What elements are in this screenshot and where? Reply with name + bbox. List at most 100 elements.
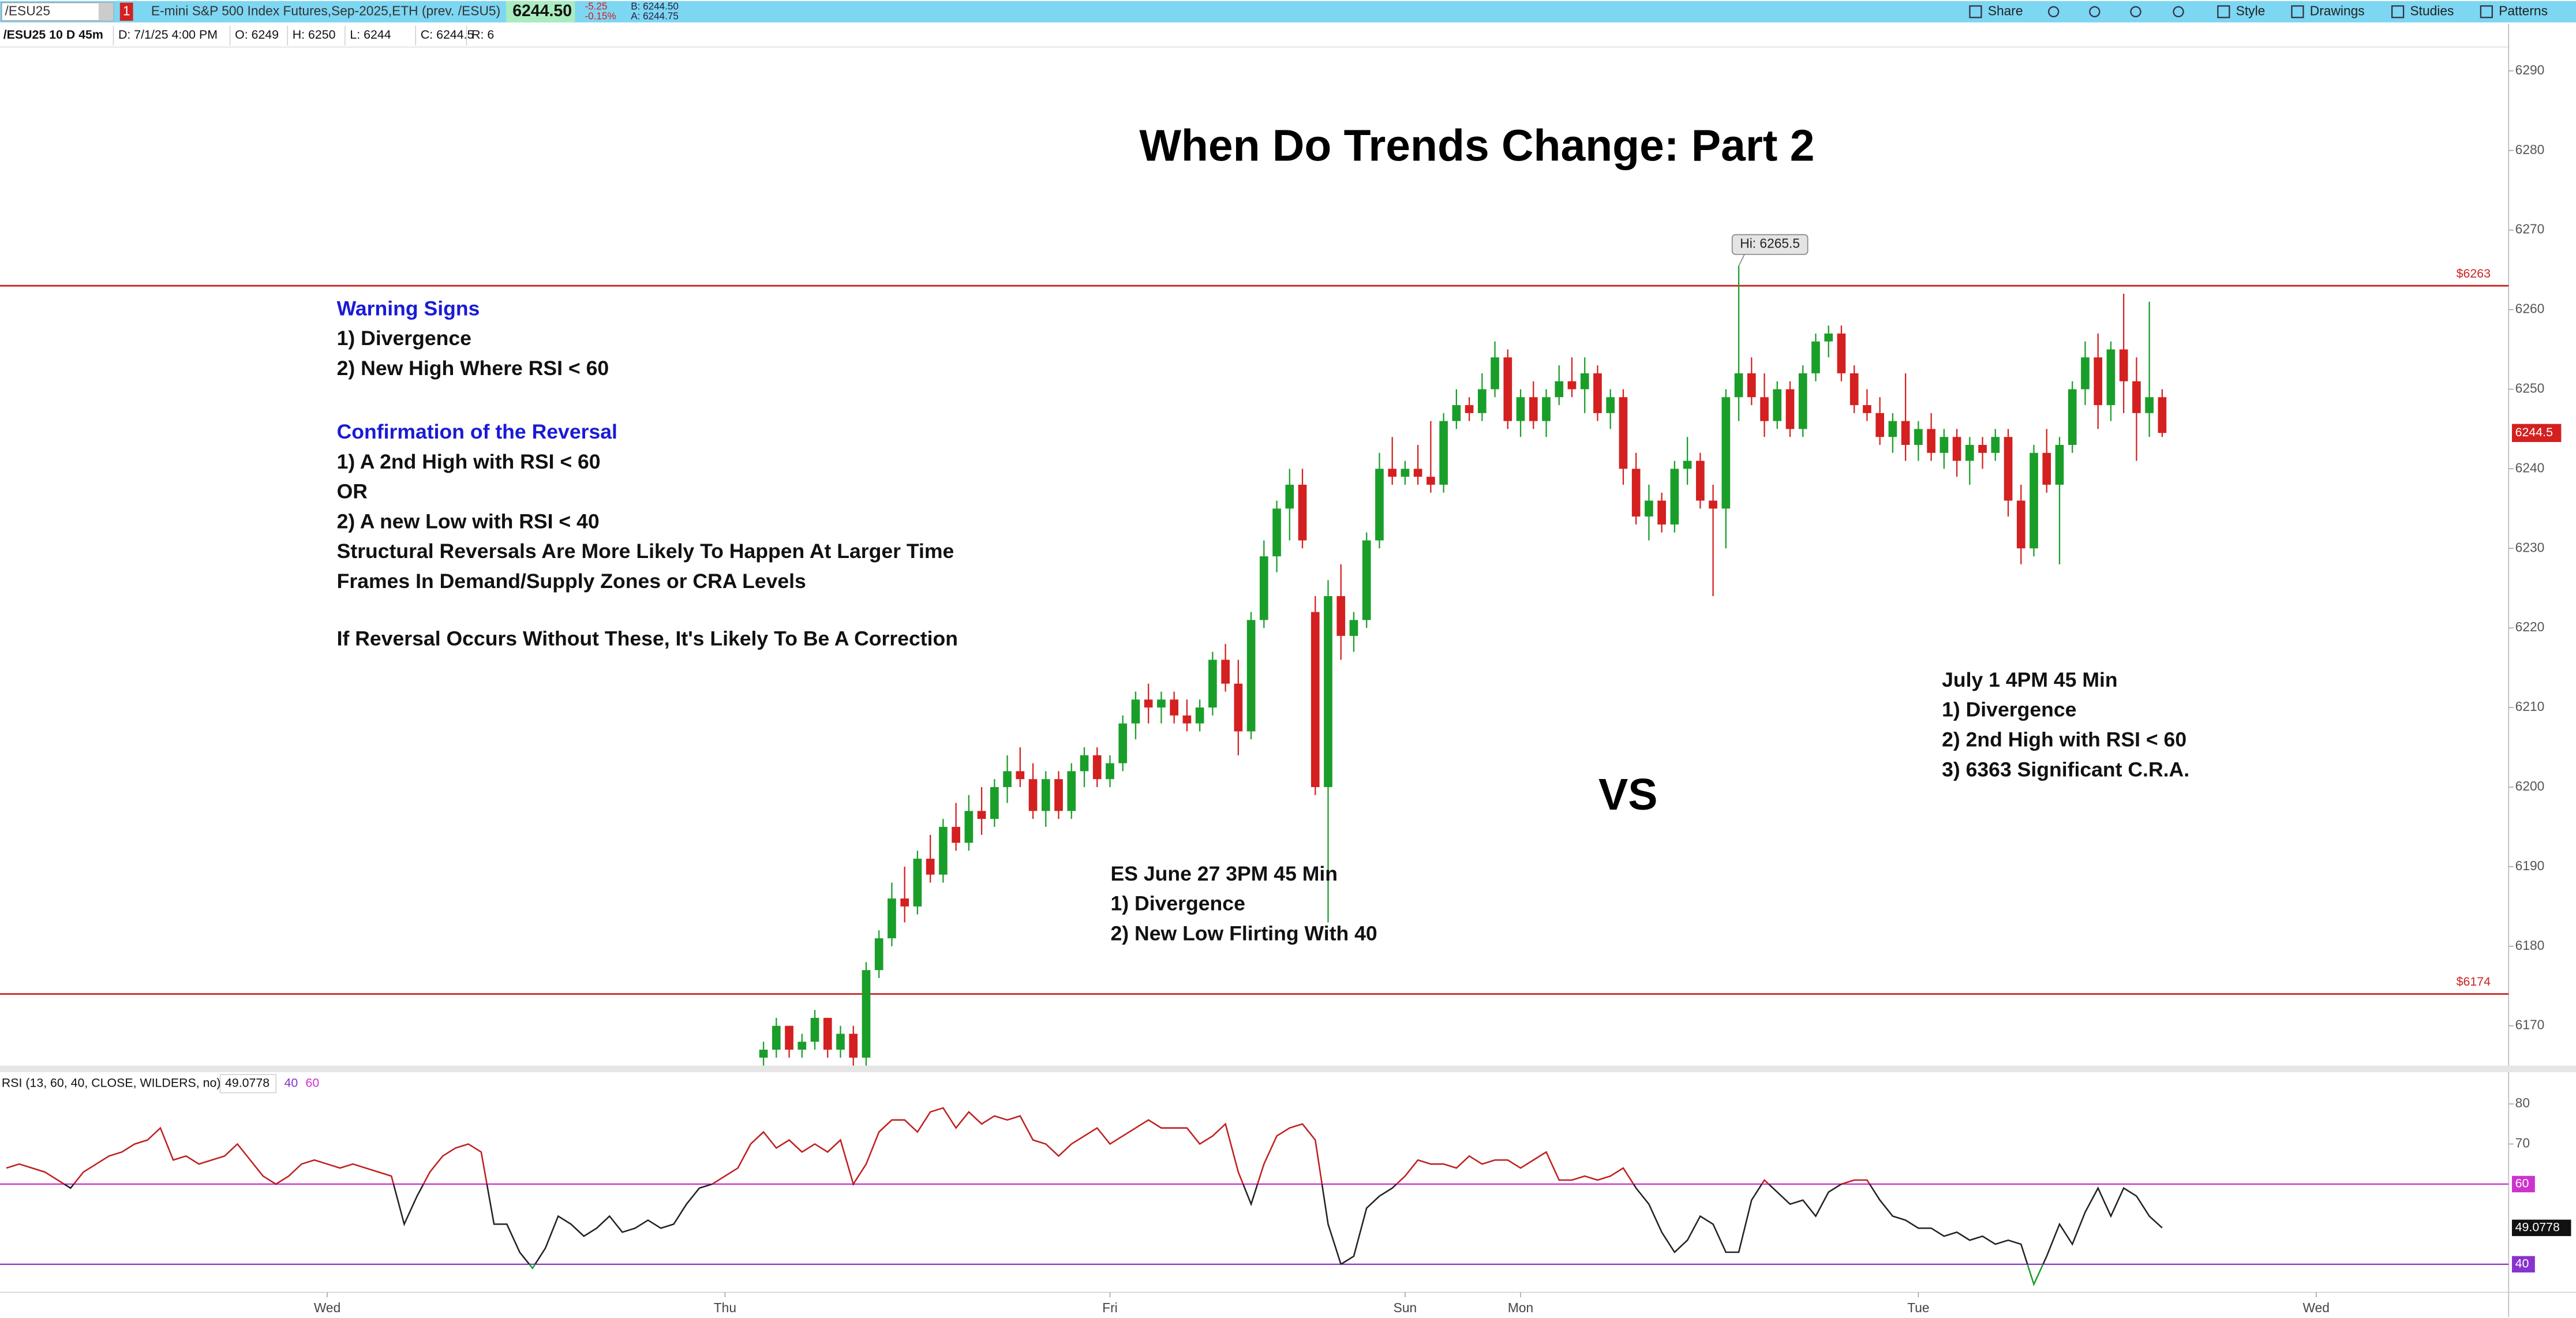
candle-body bbox=[1349, 620, 1358, 636]
toolbar-button[interactable]: Drawings bbox=[2310, 3, 2365, 18]
candle-body bbox=[2094, 357, 2103, 406]
last-price: 6244.50 bbox=[512, 2, 572, 20]
candle-body bbox=[2119, 349, 2128, 381]
candle-body bbox=[1375, 469, 1384, 541]
candle-body bbox=[862, 970, 871, 1058]
candle-body bbox=[1144, 699, 1153, 708]
candle-body bbox=[952, 826, 960, 843]
candle-body bbox=[1567, 381, 1577, 390]
candle-body bbox=[2004, 437, 2013, 501]
rsi-title: RSI (13, 60, 40, CLOSE, WILDERS, no) bbox=[2, 1076, 221, 1090]
ask: A: 6244.75 bbox=[631, 10, 679, 21]
candle-body bbox=[1914, 429, 1923, 445]
pane-separator[interactable] bbox=[0, 1065, 2576, 1073]
candle-body bbox=[1863, 405, 1871, 413]
candle-body bbox=[1092, 755, 1102, 780]
rsi-level-setting: 60 bbox=[306, 1076, 320, 1090]
candle-body bbox=[1106, 763, 1114, 780]
change: -5.25 bbox=[585, 1, 608, 12]
candle-body bbox=[1927, 429, 1935, 453]
toolbar-button[interactable]: Studies bbox=[2410, 3, 2454, 18]
x-tick-label: Sun bbox=[1394, 1300, 1417, 1315]
x-tick-label: Tue bbox=[1907, 1300, 1929, 1315]
description: E-mini S&P 500 Index Futures,Sep-2025,ET… bbox=[151, 3, 500, 18]
symbol-dropdown[interactable] bbox=[98, 2, 114, 21]
link-box[interactable] bbox=[119, 2, 133, 21]
candle-body bbox=[1388, 469, 1397, 477]
candle-body bbox=[874, 938, 883, 971]
candle-body bbox=[1439, 421, 1448, 485]
candle-body bbox=[913, 859, 922, 907]
y-tick-label: 6260 bbox=[2515, 301, 2545, 316]
annotation-line: 2) New Low Flirting With 40 bbox=[1111, 922, 1377, 945]
header-item: H: 6250 bbox=[293, 28, 336, 42]
annotation-line: OR bbox=[337, 480, 368, 503]
candle-body bbox=[1773, 389, 1782, 421]
candle-body bbox=[1631, 469, 1641, 517]
toolbar-button[interactable]: Share bbox=[1988, 3, 2023, 18]
candle-body bbox=[1426, 477, 1435, 485]
chart-title: When Do Trends Change: Part 2 bbox=[1139, 121, 1814, 170]
candle-body bbox=[772, 1025, 781, 1050]
y-tick-label: 6200 bbox=[2515, 778, 2545, 793]
rsi-level-label: 60 bbox=[2515, 1177, 2529, 1190]
candle-body bbox=[900, 898, 909, 907]
header-item: /ESU25 10 D 45m bbox=[3, 28, 103, 42]
toolbar-button[interactable]: Patterns bbox=[2499, 3, 2548, 18]
candle-body bbox=[2081, 357, 2090, 390]
candle-body bbox=[1080, 755, 1089, 772]
rsi-level-tag bbox=[2511, 1175, 2535, 1193]
toolbar-icon bbox=[2173, 6, 2184, 17]
annotation-line: 2) New High Where RSI < 60 bbox=[337, 357, 609, 380]
candle-body bbox=[1208, 660, 1217, 708]
candle-body bbox=[1657, 500, 1666, 525]
candle-body bbox=[977, 811, 986, 819]
symbol-box[interactable] bbox=[1, 2, 114, 21]
candle-body bbox=[1798, 373, 1807, 429]
candle-body bbox=[1413, 469, 1422, 477]
candle-body bbox=[1016, 771, 1025, 780]
candle-body bbox=[1593, 373, 1602, 413]
candle-body bbox=[823, 1017, 832, 1050]
annotation-line: Frames In Demand/Supply Zones or CRA Lev… bbox=[337, 570, 806, 593]
candle-body bbox=[759, 1050, 768, 1058]
candle-body bbox=[1940, 437, 1949, 453]
hi-label-box bbox=[1731, 234, 1809, 255]
toolbar-icon bbox=[2047, 6, 2060, 17]
button-icon bbox=[1969, 5, 1982, 18]
rsi-pane: RSI (13, 60, 40, CLOSE, WILDERS, no) 49.0… bbox=[0, 1074, 2571, 1315]
candle-body bbox=[1696, 460, 1705, 501]
candle-body bbox=[1580, 373, 1589, 390]
info-header: /ESU25 10 D 45m D: 7/1/25 4:00 PM O: 6249 H… bbox=[3, 25, 494, 46]
y-tick-label: 70 bbox=[2515, 1135, 2530, 1150]
candle-body bbox=[1503, 357, 1512, 421]
annotation-line: ES June 27 3PM 45 Min bbox=[1111, 862, 1338, 885]
rsi-value: 49.0778 bbox=[225, 1076, 269, 1090]
candle-body bbox=[990, 787, 999, 819]
candle-body bbox=[1195, 707, 1204, 724]
candle-body bbox=[1875, 413, 1885, 437]
candle-body bbox=[1811, 341, 1820, 373]
candle-body bbox=[1785, 389, 1795, 429]
candle-body bbox=[1491, 357, 1499, 390]
candle-body bbox=[797, 1042, 807, 1050]
annotation-heading: Confirmation of the Reversal bbox=[337, 420, 617, 443]
rsi-last-tag bbox=[2511, 1219, 2571, 1237]
candle-body bbox=[1028, 779, 1038, 811]
price-box bbox=[506, 1, 575, 23]
candle-body bbox=[1465, 405, 1474, 413]
change-pct: -0.15% bbox=[585, 10, 616, 21]
candle-body bbox=[2016, 500, 2025, 549]
annotation-line: Structural Reversals Are More Likely To … bbox=[337, 540, 954, 563]
candle-body bbox=[1285, 484, 1294, 509]
candle-body bbox=[1683, 460, 1692, 469]
candle-body bbox=[810, 1017, 819, 1042]
annotation-line: If Reversal Occurs Without These, It's L… bbox=[337, 627, 958, 650]
rsi-last-label: 49.0778 bbox=[2515, 1220, 2560, 1234]
x-tick-label: Mon bbox=[1508, 1300, 1533, 1315]
annotation-line: 1) Divergence bbox=[1942, 698, 2076, 721]
toolbar-button[interactable]: Style bbox=[2236, 3, 2266, 18]
button-icon bbox=[2480, 5, 2493, 18]
